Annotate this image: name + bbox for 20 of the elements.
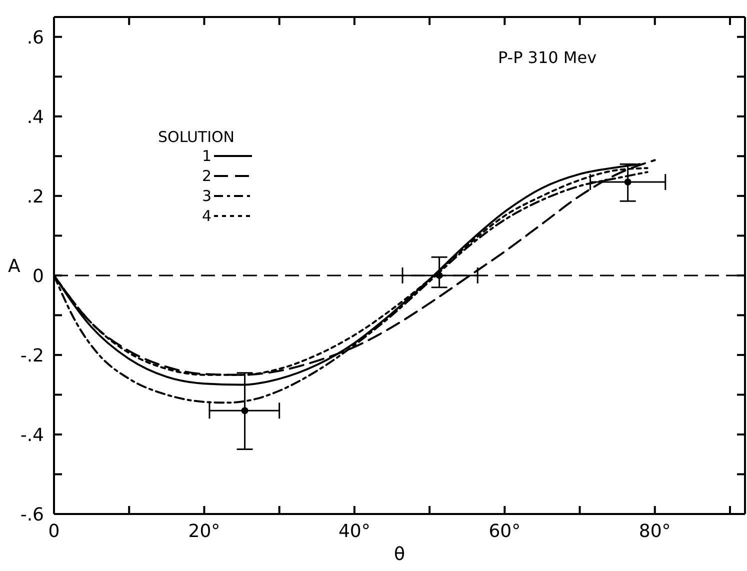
legend-label: 1 [202, 147, 212, 165]
x-tick-label: 40° [338, 520, 370, 542]
x-axis-title: θ [394, 544, 406, 565]
y-tick-label: .2 [26, 186, 44, 208]
text: P-P 310 Mev [498, 48, 597, 67]
y-tick-label: -.2 [20, 345, 44, 366]
y-tick-label: -.6 [20, 504, 44, 526]
legend-label: 4 [202, 207, 212, 225]
y-tick-label: 0 [32, 266, 44, 287]
x-tick-label: 80° [638, 520, 671, 542]
y-tick-label: -.4 [20, 424, 44, 446]
legend-label: 3 [202, 187, 212, 205]
y-tick-label: .4 [26, 106, 44, 128]
x-tick-label: 0 [48, 520, 60, 542]
y-tick-label: .6 [26, 27, 44, 48]
legend-label: 2 [202, 167, 212, 185]
legend-title: SOLUTION [158, 128, 236, 146]
x-tick-label: 60° [488, 520, 521, 542]
x-tick-label: 20° [188, 520, 220, 542]
y-axis-title: A [8, 256, 21, 277]
